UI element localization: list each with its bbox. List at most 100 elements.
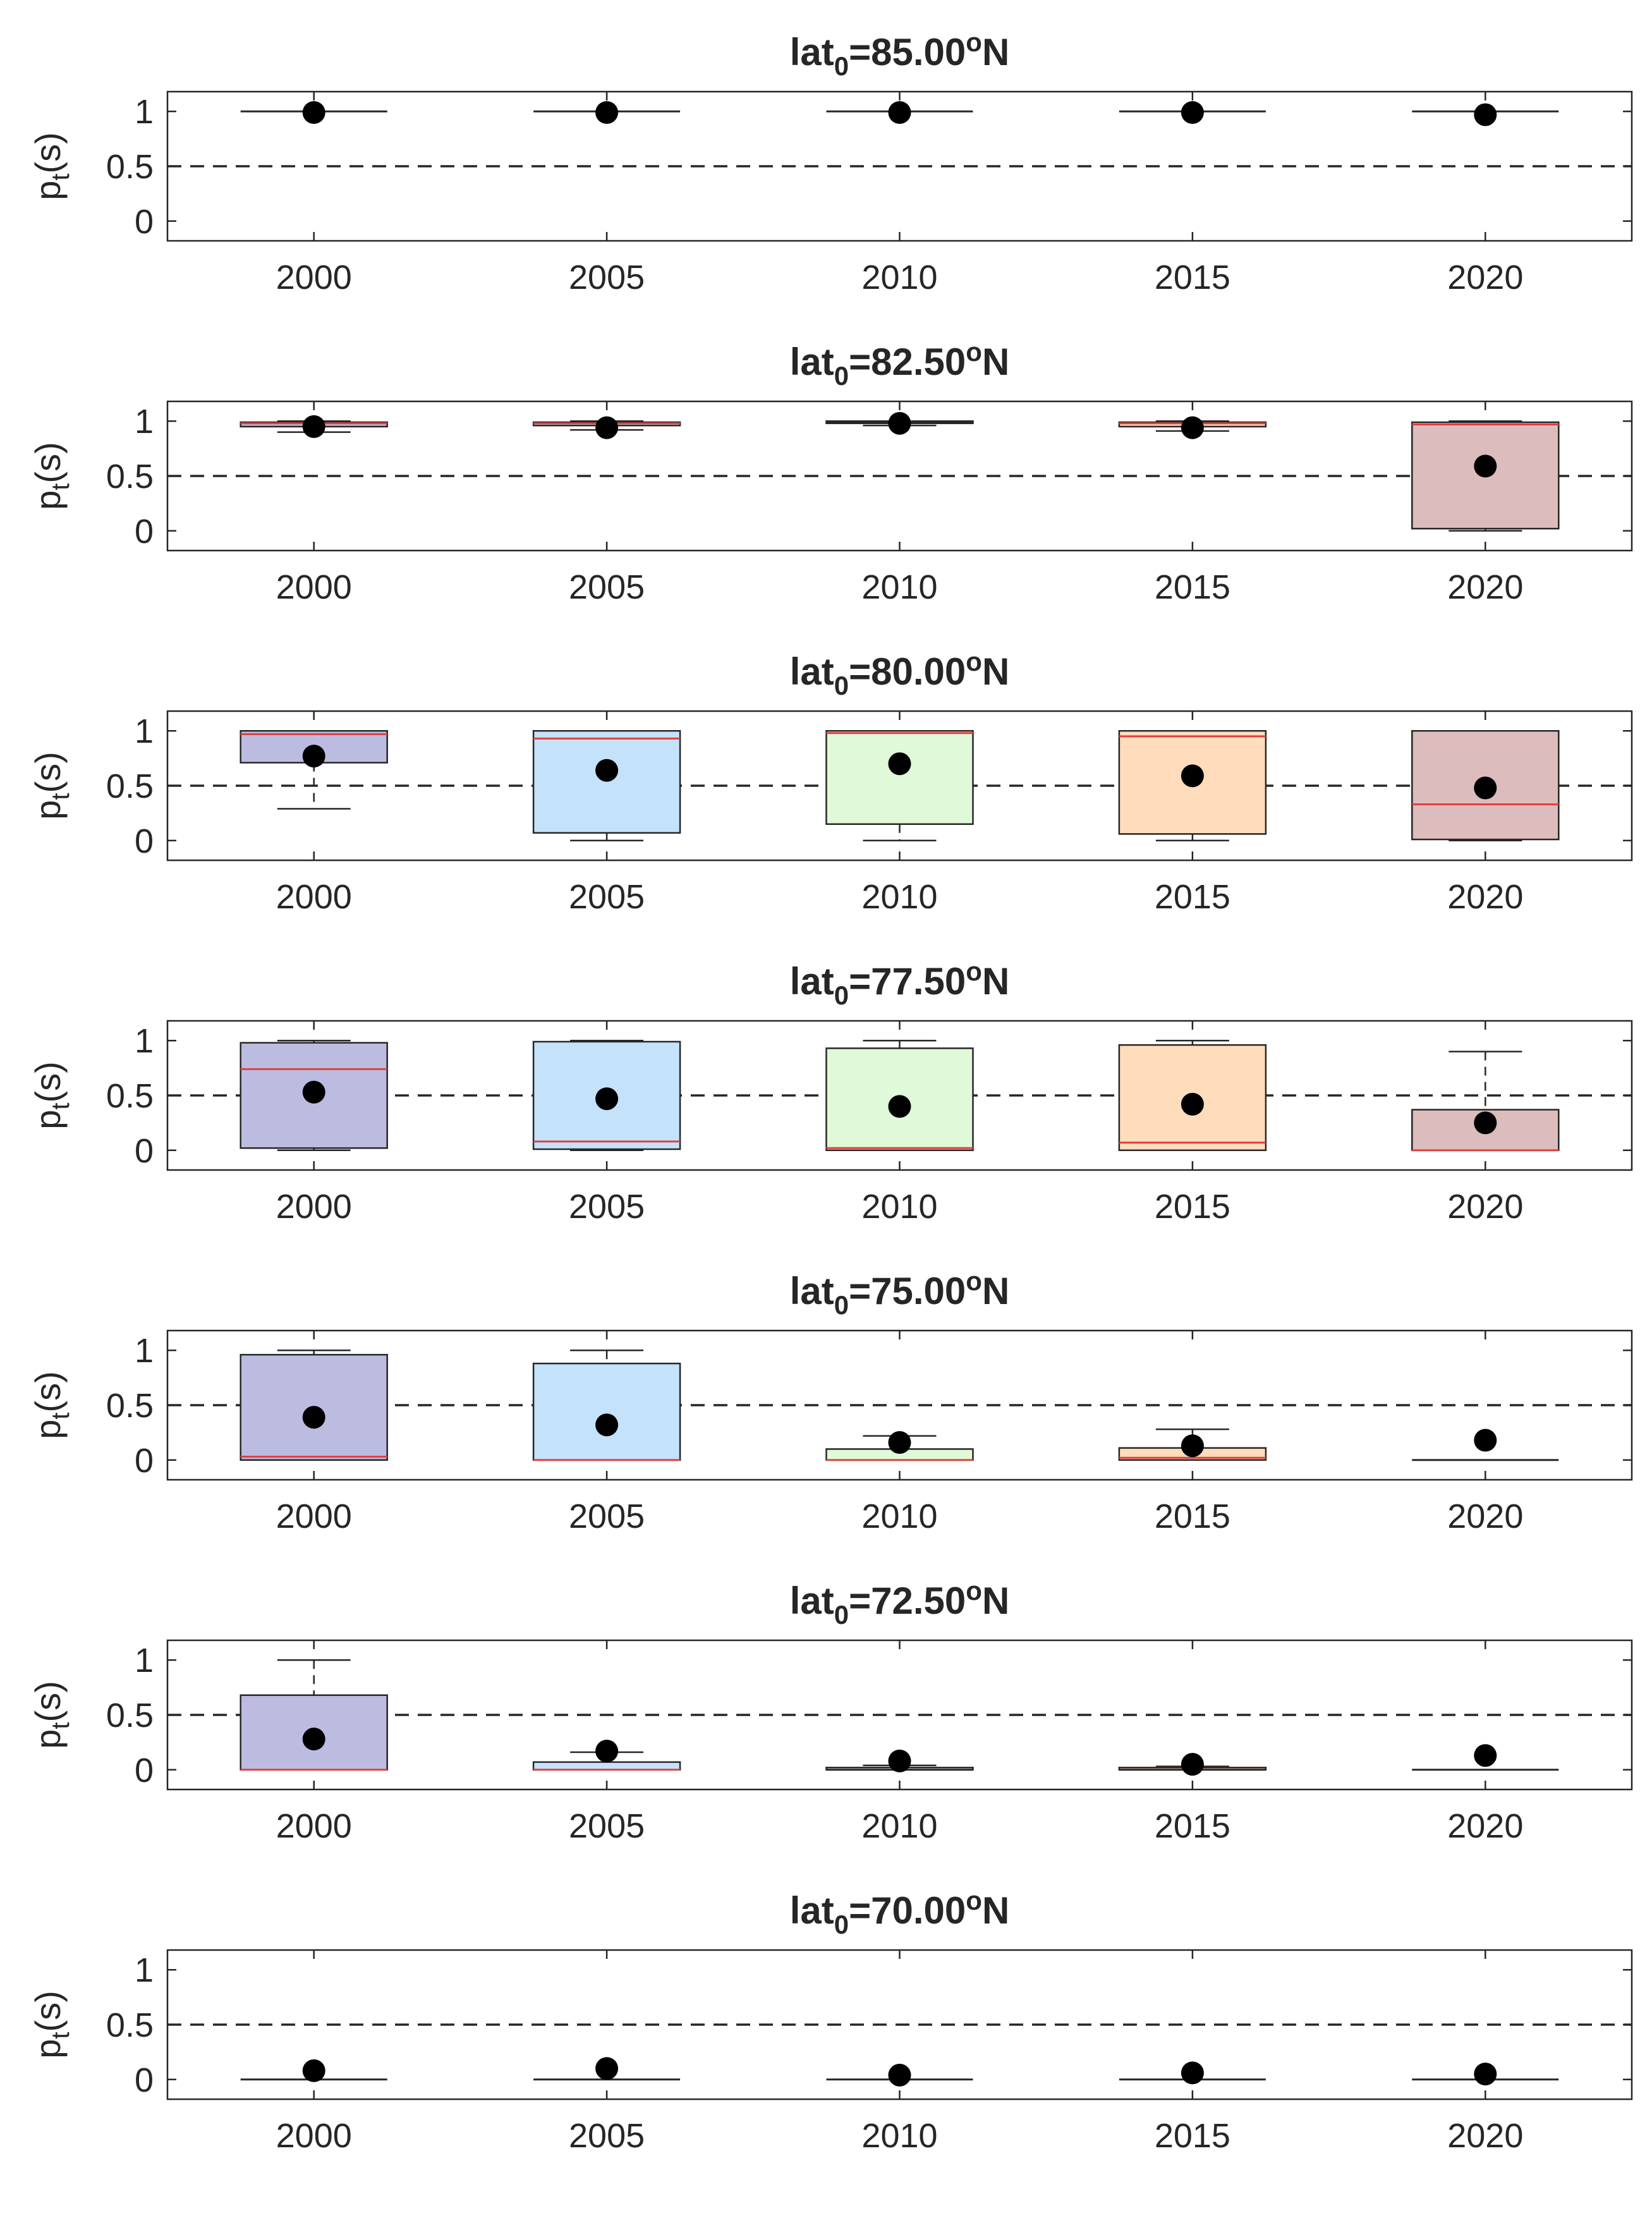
y-axis-label: pt(s) <box>28 442 75 510</box>
y-axis-label: pt(s) <box>28 1371 75 1439</box>
mean-marker <box>302 745 325 768</box>
title-prefix: lat <box>790 1270 834 1312</box>
subplot-title: lat0=75.00oN <box>790 1266 1010 1320</box>
x-tick-label: 2010 <box>861 1497 937 1535</box>
box-2015 <box>1118 1753 1267 1776</box>
y-axis-label: pt(s) <box>28 132 75 200</box>
box-iqr <box>532 1362 681 1461</box>
x-tick-label: 2000 <box>276 1497 352 1535</box>
x-tick-label: 2015 <box>1155 259 1230 296</box>
x-tick-label: 2015 <box>1155 568 1230 606</box>
mean-marker <box>595 1740 619 1763</box>
y-tick-label: 0 <box>135 1442 154 1480</box>
title-latitude-value: =77.50 <box>849 960 966 1003</box>
ylabel-subscript: t <box>47 1413 75 1420</box>
subplot-title: lat0=82.50oN <box>790 337 1010 391</box>
mean-marker <box>1181 416 1204 439</box>
y-tick-label: 1 <box>135 1022 154 1060</box>
title-latitude-value: =70.00 <box>849 1889 966 1932</box>
ylabel-subscript: t <box>47 1722 75 1729</box>
box-2015 <box>1119 2061 1266 2085</box>
box-2020 <box>1412 103 1559 126</box>
title-prefix: lat <box>790 1580 834 1622</box>
title-degree-symbol: o <box>966 27 982 57</box>
x-tick-label: 2005 <box>569 568 645 606</box>
title-subscript: 0 <box>834 1910 849 1939</box>
y-tick-label: 1 <box>135 1642 154 1680</box>
box-2000 <box>240 415 388 438</box>
x-tick-label: 2020 <box>1447 568 1523 606</box>
y-tick-label: 1 <box>135 93 154 131</box>
x-tick-label: 2005 <box>569 1188 645 1226</box>
x-tick-label: 2000 <box>276 1807 352 1845</box>
subplot-title: lat0=80.00oN <box>790 647 1010 700</box>
subplot-title: lat0=72.50oN <box>790 1576 1010 1630</box>
box-2010 <box>825 1749 974 1772</box>
y-tick-label: 1 <box>135 403 154 441</box>
title-latitude-value: =85.00 <box>849 31 966 73</box>
ylabel-subscript: t <box>47 484 75 491</box>
title-prefix: lat <box>790 31 834 73</box>
title-hemisphere: N <box>982 650 1009 693</box>
box-2015 <box>1118 416 1267 439</box>
box-2000 <box>240 1349 388 1461</box>
x-tick-label: 2015 <box>1155 1497 1230 1535</box>
mean-marker <box>302 1406 325 1429</box>
title-prefix: lat <box>790 341 834 383</box>
box-iqr <box>532 1761 681 1771</box>
title-degree-symbol: o <box>966 1576 982 1606</box>
ylabel-main: p <box>28 491 68 510</box>
title-prefix: lat <box>790 650 834 693</box>
mean-marker <box>595 1087 619 1111</box>
title-subscript: 0 <box>834 51 849 81</box>
ylabel-subscript: t <box>47 1103 75 1110</box>
y-axis-label: pt(s) <box>28 1990 75 2059</box>
mean-marker <box>302 1728 325 1751</box>
y-tick-label: 0.5 <box>106 767 154 805</box>
y-tick-label: 0 <box>135 513 154 551</box>
title-prefix: lat <box>790 960 834 1003</box>
title-subscript: 0 <box>834 1600 849 1630</box>
x-tick-label: 2010 <box>861 2117 937 2155</box>
x-tick-label: 2000 <box>276 878 352 916</box>
box-2000 <box>240 101 387 124</box>
mean-marker <box>595 101 619 124</box>
box-2020 <box>1412 1429 1559 1461</box>
mean-marker <box>1181 101 1204 124</box>
ylabel-rest: (s) <box>28 752 68 793</box>
mean-marker <box>1474 103 1497 126</box>
x-tick-label: 2020 <box>1447 1807 1523 1845</box>
box-2005 <box>532 1039 681 1152</box>
title-latitude-value: =72.50 <box>849 1580 966 1622</box>
y-tick-label: 0.5 <box>106 2006 154 2044</box>
box-2020 <box>1412 1744 1559 1771</box>
y-axis-label: pt(s) <box>28 1681 75 1749</box>
ylabel-main: p <box>28 1420 68 1439</box>
title-latitude-value: =75.00 <box>849 1270 966 1312</box>
x-tick-label: 2020 <box>1447 1188 1523 1226</box>
mean-marker <box>1474 1111 1497 1135</box>
x-tick-label: 2020 <box>1447 878 1523 916</box>
x-tick-label: 2000 <box>276 259 352 296</box>
box-iqr <box>532 729 681 834</box>
ylabel-subscript: t <box>47 793 75 800</box>
box-2010 <box>825 729 974 842</box>
subplot-title: lat0=77.50oN <box>790 956 1010 1010</box>
x-tick-label: 2010 <box>861 259 937 296</box>
box-2005 <box>532 729 681 842</box>
title-latitude-value: =82.50 <box>849 341 966 383</box>
ylabel-main: p <box>28 1110 68 1130</box>
mean-marker <box>888 752 911 776</box>
subplot-title: lat0=70.00oN <box>790 1886 1010 1939</box>
mean-marker <box>1474 1744 1497 1767</box>
mean-marker <box>302 101 325 124</box>
y-tick-label: 0.5 <box>106 1697 154 1734</box>
x-tick-label: 2005 <box>569 1497 645 1535</box>
box-2000 <box>240 1659 388 1771</box>
mean-marker <box>888 1431 911 1454</box>
